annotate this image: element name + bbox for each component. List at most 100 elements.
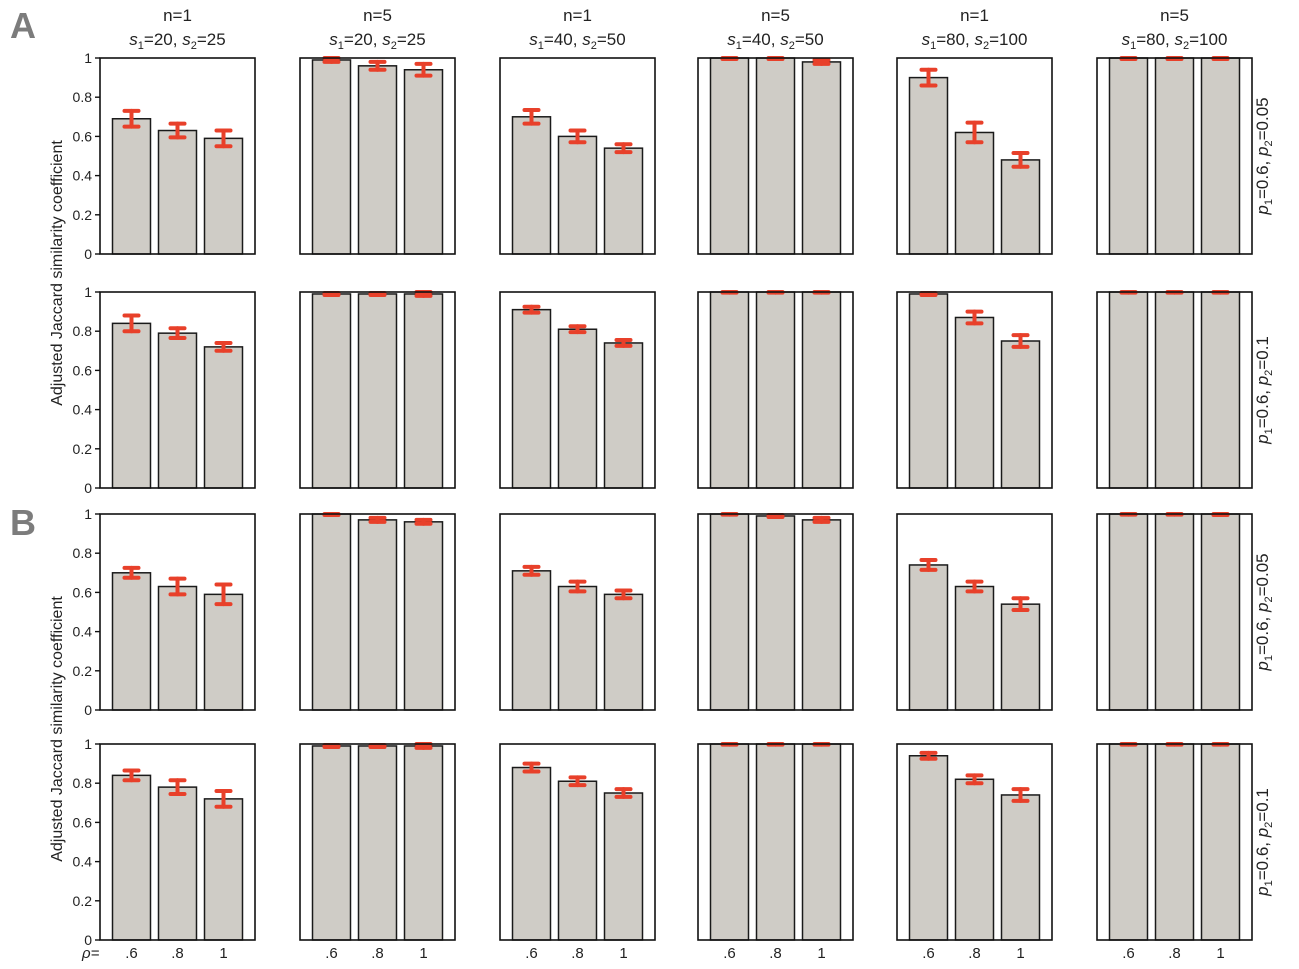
bar — [954, 778, 995, 941]
error-bar — [1011, 333, 1030, 349]
error-bar — [122, 565, 141, 580]
bar — [603, 792, 644, 941]
error-bar — [214, 340, 233, 353]
row-label-p1: =0.6, — [1253, 837, 1272, 880]
x-tick-label: 1 — [219, 945, 227, 962]
column-title-params: s1=20, s2=25 — [129, 30, 225, 52]
panel-frame — [299, 513, 456, 711]
y-tick-label: 0.8 — [73, 775, 93, 791]
error-bar — [1011, 596, 1030, 613]
column-title-s1: =20, — [344, 30, 382, 49]
bar — [1200, 57, 1241, 255]
column-title-s2: =25 — [197, 30, 226, 49]
error-bar — [522, 564, 541, 577]
bar — [557, 780, 598, 941]
error-bar — [965, 309, 984, 326]
x-tick-label: 1 — [1216, 945, 1224, 962]
x-tick-label: .6 — [1122, 945, 1135, 962]
error-bar — [368, 59, 387, 72]
panel-frame — [1096, 291, 1253, 489]
row-label-p2: =0.05 — [1253, 553, 1272, 596]
chart-panel — [896, 57, 1053, 255]
bar — [111, 118, 152, 255]
panel-frame — [1096, 57, 1253, 255]
column-title-params: s1=20, s2=25 — [329, 30, 425, 52]
column-title-params: s1=40, s2=50 — [529, 30, 625, 52]
bar — [357, 65, 398, 255]
error-bar — [568, 128, 587, 145]
chart-panel — [499, 513, 656, 711]
column-title-n: n=5 — [363, 6, 392, 25]
chart-panel — [95, 743, 256, 941]
y-tick-label: 0.2 — [73, 207, 93, 223]
panel-frame — [697, 57, 854, 255]
bar — [203, 137, 244, 255]
bar — [1108, 57, 1149, 255]
bar — [311, 745, 352, 941]
bar — [801, 61, 842, 255]
error-bar — [965, 579, 984, 594]
error-bar — [919, 290, 938, 297]
bar — [357, 293, 398, 489]
bar — [511, 116, 552, 255]
panel-frame — [499, 743, 656, 941]
panel-frame — [499, 57, 656, 255]
error-bar — [322, 290, 341, 297]
bar — [403, 69, 444, 255]
bar — [1200, 743, 1241, 941]
y-tick-label: 0.8 — [73, 323, 93, 339]
y-tick-label: 0 — [84, 932, 92, 948]
bar — [755, 291, 796, 489]
y-tick-label: 1 — [84, 736, 92, 752]
column-title-s2: =50 — [597, 30, 626, 49]
bar — [954, 131, 995, 255]
y-tick-label: 0.2 — [73, 893, 93, 909]
x-tick-label: 1 — [817, 945, 825, 962]
bar — [157, 786, 198, 941]
y-tick-label: 0.6 — [73, 814, 93, 830]
x-tick-label: .6 — [525, 945, 538, 962]
error-bar — [965, 120, 984, 145]
y-axis-label: Adjusted Jaccard similarity coefficient — [49, 596, 66, 862]
error-bar — [322, 742, 341, 749]
error-bar — [919, 750, 938, 761]
y-tick-label: 0.6 — [73, 128, 93, 144]
chart-panel — [95, 513, 256, 711]
bar — [801, 291, 842, 489]
bar — [203, 593, 244, 711]
column-title-s1: =20, — [144, 30, 182, 49]
bar — [1108, 513, 1149, 711]
panel-frame — [499, 291, 656, 489]
error-bar — [214, 582, 233, 607]
column-title-s2: =100 — [1189, 30, 1227, 49]
y-tick-label: 0 — [84, 480, 92, 496]
panel-frame — [99, 743, 256, 941]
bar — [557, 135, 598, 255]
row-label-p2: =0.1 — [1253, 336, 1272, 370]
column-title-s1: =40, — [742, 30, 780, 49]
bar — [603, 342, 644, 489]
panel-frame — [896, 291, 1053, 489]
bar — [801, 743, 842, 941]
panel-frame — [697, 291, 854, 489]
bar — [908, 755, 949, 941]
x-tick-label: .6 — [922, 945, 935, 962]
error-bar — [522, 107, 541, 126]
panel-frame — [896, 743, 1053, 941]
error-bar — [1011, 787, 1030, 803]
bar — [111, 572, 152, 711]
error-bar — [214, 128, 233, 149]
bar — [1200, 291, 1241, 489]
y-tick-label: 1 — [84, 284, 92, 300]
bar — [908, 293, 949, 489]
error-bar — [168, 121, 187, 140]
error-bar — [168, 326, 187, 341]
x-tick-label: .6 — [325, 945, 338, 962]
bar — [557, 585, 598, 711]
bar — [603, 147, 644, 255]
chart-panel — [697, 512, 854, 711]
bar — [203, 346, 244, 489]
bar — [157, 585, 198, 711]
panel-frame — [697, 513, 854, 711]
column-title-s2: =100 — [989, 30, 1027, 49]
